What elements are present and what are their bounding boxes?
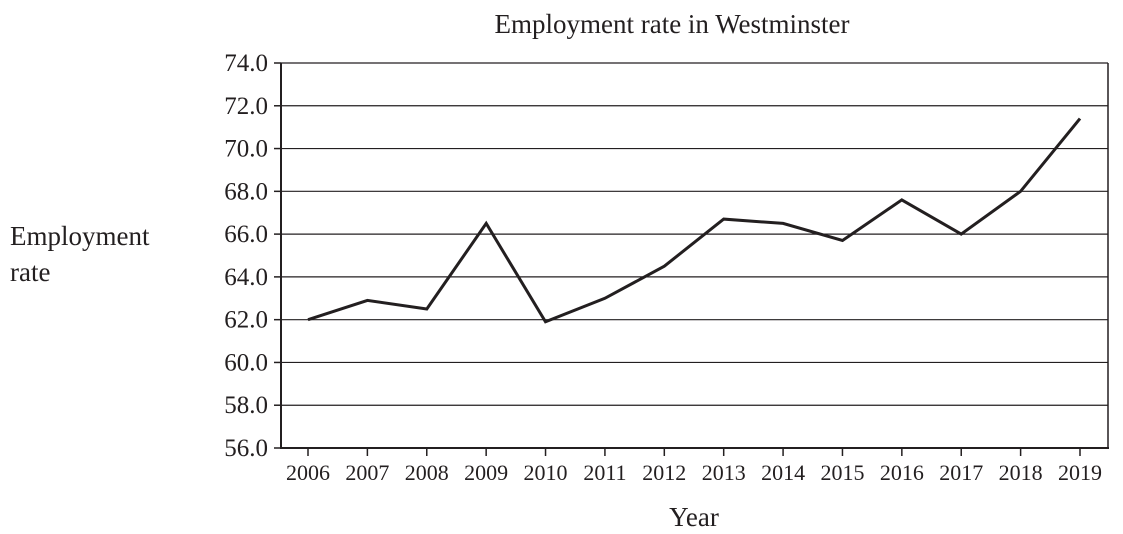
x-tick-label: 2019 — [1058, 460, 1102, 485]
y-tick-label: 66.0 — [224, 221, 268, 248]
x-tick-label: 2014 — [761, 460, 805, 485]
y-tick-label: 60.0 — [224, 349, 268, 376]
x-axis-ticks: 2006 2007 2008 2009 2010 2011 2012 2013 2014 2015… — [286, 448, 1102, 485]
y-tick-label: 56.0 — [224, 435, 268, 462]
x-tick-label: 2007 — [345, 460, 389, 485]
y-tick-label: 62.0 — [224, 307, 268, 334]
x-tick-label: 2006 — [286, 460, 330, 485]
y-axis-label-line-2: rate — [10, 257, 50, 287]
y-tick-label: 72.0 — [224, 93, 268, 120]
x-tick-label: 2018 — [999, 460, 1043, 485]
x-tick-label: 2013 — [702, 460, 746, 485]
y-tick-label: 58.0 — [224, 392, 268, 419]
y-tick-label: 68.0 — [224, 178, 268, 205]
x-tick-label: 2010 — [524, 460, 568, 485]
chart-title: Employment rate in Westminster — [494, 9, 849, 39]
y-tick-label: 70.0 — [224, 136, 268, 163]
x-tick-label: 2012 — [642, 460, 686, 485]
x-tick-label: 2011 — [583, 460, 626, 485]
gridlines — [281, 62, 1108, 406]
x-axis-label: Year — [669, 502, 719, 532]
x-tick-label: 2008 — [405, 460, 449, 485]
x-tick-label: 2017 — [939, 460, 983, 485]
y-tick-label: 74.0 — [224, 50, 268, 77]
x-tick-label: 2016 — [880, 460, 924, 485]
series-line-employment-rate — [307, 117, 1082, 324]
y-axis-ticks: 74.0 72.0 70.0 68.0 66.0 64.0 62.0 60.0 58.0 56.0 — [224, 50, 281, 462]
y-tick-label: 64.0 — [224, 264, 268, 291]
x-tick-label: 2015 — [820, 460, 864, 485]
y-axis-label-line-1: Employment — [10, 221, 150, 251]
x-tick-label: 2009 — [464, 460, 508, 485]
